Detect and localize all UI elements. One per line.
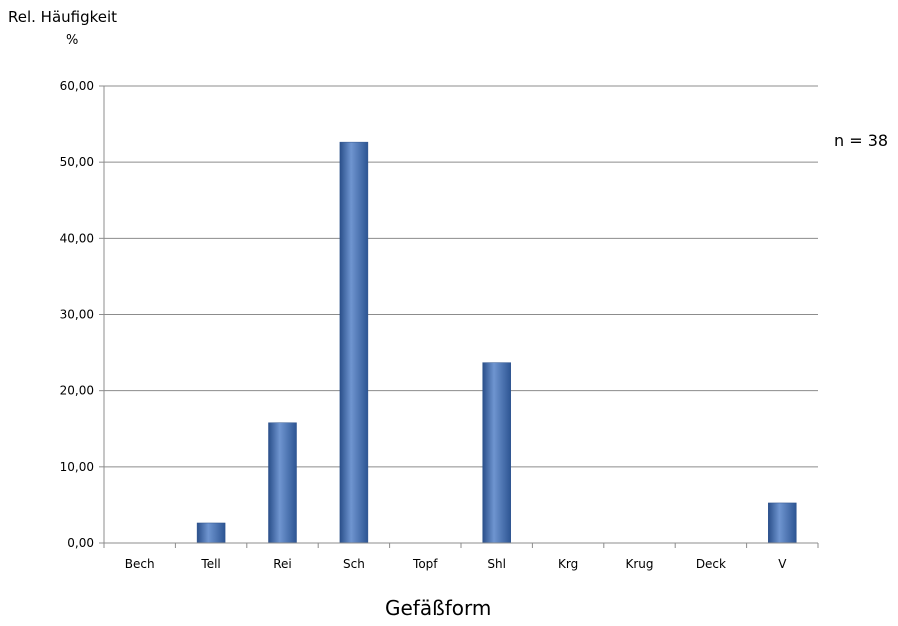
bar-tell [196,522,226,544]
x-tick-label: Sch [343,557,365,571]
y-axis-unit: % [66,33,79,48]
x-tick-label: Krg [558,557,578,571]
x-tick-label: Bech [125,557,155,571]
bar-rei [268,422,297,544]
x-tick-label: Krug [625,557,653,571]
y-axis-label: Rel. Häufigkeit [8,8,118,26]
x-tick-label: Tell [200,557,220,571]
y-tick-label: 40,00 [60,231,94,245]
y-tick-label: 10,00 [60,460,94,474]
bar-sch [339,141,369,544]
y-tick-label: 20,00 [60,384,94,398]
y-tick-label: 60,00 [60,79,94,93]
x-tick-label: Shl [487,557,506,571]
bar-v [768,502,797,544]
x-tick-label: Rei [273,557,292,571]
x-tick-label: V [778,557,787,571]
x-tick-label: Topf [412,557,438,571]
y-tick-label: 0,00 [67,536,94,550]
bar-shl [482,362,511,544]
y-tick-label: 30,00 [60,308,94,322]
y-tick-label: 50,00 [60,155,94,169]
x-axis-label: Gefäßform [385,596,492,620]
sample-size-annotation: n = 38 [834,131,889,150]
x-tick-label: Deck [696,557,726,571]
